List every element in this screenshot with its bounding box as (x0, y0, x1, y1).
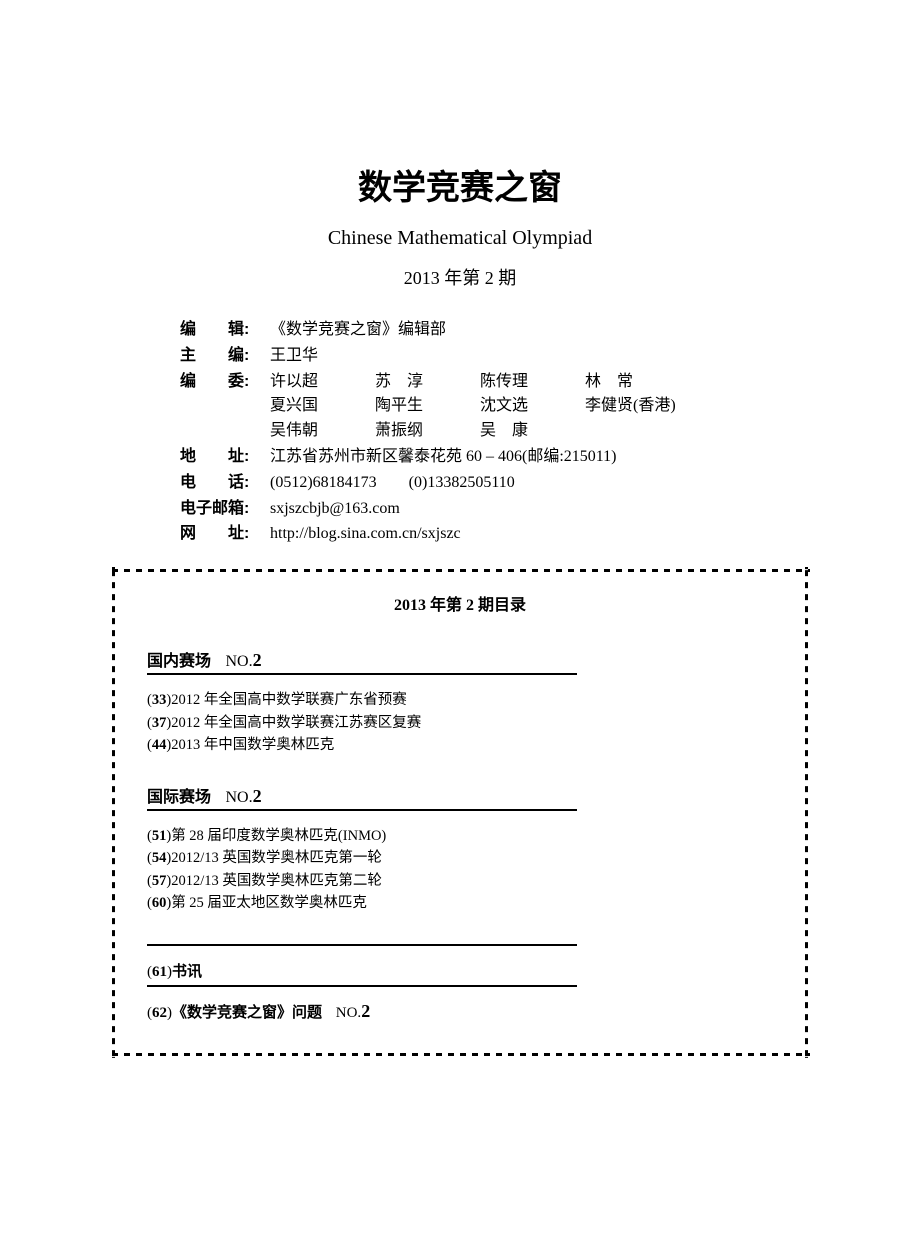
committee-label: 编 委: (180, 370, 270, 444)
address-value: 江苏省苏州市新区馨泰花苑 60 – 406(邮编:215011) (270, 445, 780, 470)
committee-member: 陈传理 (480, 370, 585, 395)
divider-line (147, 809, 577, 811)
subtitle-english: Chinese Mathematical Olympiad (100, 227, 820, 250)
committee-line-3: 吴伟朝 萧振纲 吴 康 (270, 419, 780, 444)
committee-member (585, 419, 690, 444)
committee-member: 陶平生 (375, 394, 480, 419)
book-news-entry: (61)书讯 (147, 960, 773, 981)
web-label: 网 址: (180, 522, 270, 547)
email-row: 电子邮箱: sxjszcbjb@163.com (180, 497, 780, 522)
section-international-label: 国际赛场 (147, 789, 211, 806)
divider-line (147, 944, 577, 946)
editor-row: 编 辑: 《数学竞赛之窗》编辑部 (180, 318, 780, 343)
editor-label: 编 辑: (180, 318, 270, 343)
chief-value: 王卫华 (270, 344, 780, 369)
committee-line-2: 夏兴国 陶平生 沈文选 李健贤(香港) (270, 394, 780, 419)
toc-entry: (44)2013 年中国数学奥林匹克 (147, 734, 773, 756)
section-domestic-header: 国内赛场 NO.2 (147, 647, 773, 671)
info-block: 编 辑: 《数学竞赛之窗》编辑部 主 编: 王卫华 编 委: 许以超 苏 淳 陈… (180, 318, 780, 547)
email-value: sxjszcbjb@163.com (270, 497, 780, 522)
phone-value: (0512)68184173 (0)13382505110 (270, 471, 780, 496)
committee-row: 编 委: 许以超 苏 淳 陈传理 林 常 夏兴国 陶平生 沈文选 李健贤(香港)… (180, 370, 780, 444)
section-no: NO.2 (225, 653, 261, 670)
divider-line (147, 985, 577, 987)
committee-line-1: 许以超 苏 淳 陈传理 林 常 (270, 370, 780, 395)
issue-label: 2013 年第 2 期 (100, 264, 820, 290)
committee-member: 苏 淳 (375, 370, 480, 395)
committee-member: 吴 康 (480, 419, 585, 444)
committee-member: 林 常 (585, 370, 690, 395)
committee-member: 李健贤(香港) (585, 394, 676, 419)
committee-member: 夏兴国 (270, 394, 375, 419)
email-label: 电子邮箱: (180, 497, 270, 522)
committee-member: 萧振纲 (375, 419, 480, 444)
divider-line (147, 673, 577, 675)
toc-entry: (54)2012/13 英国数学奥林匹克第一轮 (147, 847, 773, 869)
toc-entry: (33)2012 年全国高中数学联赛广东省预赛 (147, 689, 773, 711)
address-row: 地 址: 江苏省苏州市新区馨泰花苑 60 – 406(邮编:215011) (180, 445, 780, 470)
toc-container: 2013 年第 2 期目录 国内赛场 NO.2 (33)2012 年全国高中数学… (110, 567, 810, 1058)
section-international-header: 国际赛场 NO.2 (147, 783, 773, 807)
problems-entry: (62)《数学竞赛之窗》问题 NO.2 (147, 1001, 773, 1022)
address-label: 地 址: (180, 445, 270, 470)
committee-names: 许以超 苏 淳 陈传理 林 常 夏兴国 陶平生 沈文选 李健贤(香港) 吴伟朝 … (270, 370, 780, 444)
international-entries: (51)第 28 届印度数学奥林匹克(INMO) (54)2012/13 英国数… (147, 825, 773, 915)
phone-row: 电 话: (0512)68184173 (0)13382505110 (180, 471, 780, 496)
committee-member: 吴伟朝 (270, 419, 375, 444)
committee-member: 许以超 (270, 370, 375, 395)
section-no: NO.2 (225, 789, 261, 806)
main-title: 数学竞赛之窗 (100, 160, 820, 209)
domestic-entries: (33)2012 年全国高中数学联赛广东省预赛 (37)2012 年全国高中数学… (147, 689, 773, 756)
web-row: 网 址: http://blog.sina.com.cn/sxjszc (180, 522, 780, 547)
chief-label: 主 编: (180, 344, 270, 369)
web-value: http://blog.sina.com.cn/sxjszc (270, 522, 780, 547)
toc-entry: (60)第 25 届亚太地区数学奥林匹克 (147, 892, 773, 914)
section-no: NO.2 (336, 1005, 370, 1021)
section-domestic-label: 国内赛场 (147, 653, 211, 670)
committee-member: 沈文选 (480, 394, 585, 419)
toc-entry: (37)2012 年全国高中数学联赛江苏赛区复赛 (147, 712, 773, 734)
toc-entry: (57)2012/13 英国数学奥林匹克第二轮 (147, 870, 773, 892)
chief-editor-row: 主 编: 王卫华 (180, 344, 780, 369)
phone-label: 电 话: (180, 471, 270, 496)
page-container: 数学竞赛之窗 Chinese Mathematical Olympiad 201… (0, 0, 920, 1118)
toc-entry: (51)第 28 届印度数学奥林匹克(INMO) (147, 825, 773, 847)
toc-title: 2013 年第 2 期目录 (147, 591, 773, 615)
editor-value: 《数学竞赛之窗》编辑部 (270, 318, 780, 343)
